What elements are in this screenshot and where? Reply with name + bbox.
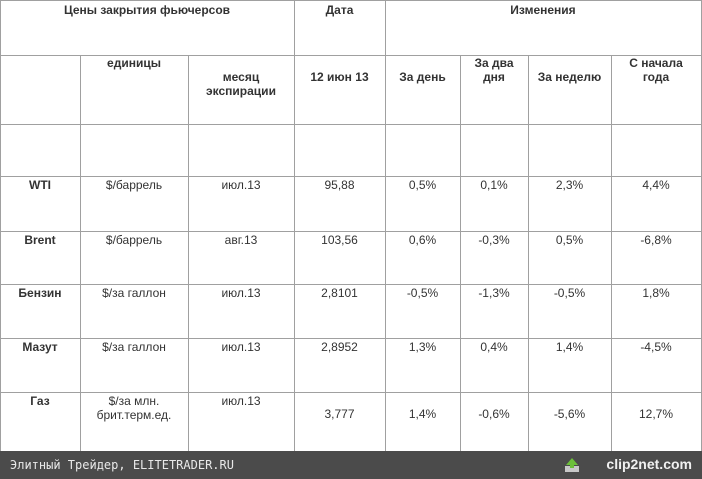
v-line — [294, 0, 295, 451]
h-line — [0, 55, 702, 56]
table-cell: июл.13 — [221, 394, 261, 408]
h-line — [0, 0, 702, 1]
table-cell: 12,7% — [638, 407, 674, 421]
h-line — [0, 338, 702, 339]
table-cell: -1,3% — [478, 286, 510, 300]
table-cell: 1,4% — [555, 340, 584, 354]
table-cell: июл.13 — [221, 340, 261, 354]
table-cell: $/баррель — [105, 178, 163, 192]
v-line — [460, 55, 461, 451]
h-line — [0, 231, 702, 232]
table-cell: 0,5% — [408, 178, 437, 192]
row-label: Газ — [30, 394, 50, 408]
table-cell: 95,88 — [324, 178, 355, 192]
table-cell: -0,5% — [553, 286, 586, 300]
logo-icon — [565, 458, 579, 472]
table-cell: 103,56 — [321, 233, 358, 247]
table-cell: -0,6% — [478, 407, 510, 421]
h-line — [0, 124, 702, 125]
v-line — [528, 55, 529, 451]
h-line — [0, 392, 702, 393]
row-label: Мазут — [22, 340, 58, 354]
table-cell: 1,8% — [642, 286, 670, 300]
header-cell: Дата — [325, 3, 354, 17]
header-cell: месяц экспирации — [206, 70, 276, 98]
table-cell: авг.13 — [224, 233, 258, 247]
table-cell: 1,4% — [408, 407, 437, 421]
header-cell: 12 июн 13 — [310, 70, 369, 84]
table-cell: -4,5% — [640, 340, 672, 354]
table-cell: 0,5% — [555, 233, 584, 247]
v-line — [385, 0, 386, 451]
table-cell: 2,8952 — [321, 340, 358, 354]
table-cell: $/за галлон — [102, 340, 166, 354]
table-cell: -0,5% — [406, 286, 439, 300]
table-cell: $/баррель — [105, 233, 163, 247]
v-line — [188, 55, 189, 451]
table-cell: 3,777 — [324, 407, 355, 421]
table-cell: 0,1% — [480, 178, 508, 192]
row-label: Бензин — [18, 286, 62, 300]
table-cell: 0,6% — [408, 233, 437, 247]
header-cell: За два дня — [474, 56, 514, 84]
table-cell: 0,4% — [480, 340, 508, 354]
v-line — [80, 55, 81, 451]
header-cell: единицы — [107, 56, 161, 70]
v-line — [0, 0, 1, 451]
logo: clip2net.com — [606, 456, 692, 472]
table-cell: $/за млн. брит.терм.ед. — [96, 394, 172, 422]
footer-text: Элитный Трейдер, ELITETRADER.RU — [10, 458, 234, 472]
header-cell: С начала года — [629, 56, 683, 84]
row-label: Brent — [24, 233, 56, 247]
footer: Элитный Трейдер, ELITETRADER.RU clip2net… — [0, 451, 702, 479]
table-cell: 2,3% — [555, 178, 584, 192]
h-line — [0, 284, 702, 285]
header-cell: Изменения — [510, 3, 576, 17]
table-cell: -5,6% — [553, 407, 586, 421]
header-cell: За неделю — [537, 70, 602, 84]
table-cell: июл.13 — [221, 286, 261, 300]
h-line — [0, 176, 702, 177]
table-cell: -0,3% — [478, 233, 510, 247]
table-cell: -6,8% — [640, 233, 672, 247]
header-cell: За день — [399, 70, 446, 84]
table-cell: 2,8101 — [321, 286, 358, 300]
table-cell: июл.13 — [221, 178, 261, 192]
v-line — [611, 55, 612, 451]
row-label: WTI — [29, 178, 51, 192]
table-cell: 1,3% — [408, 340, 437, 354]
table-cell: $/за галлон — [102, 286, 166, 300]
table-cell: 4,4% — [642, 178, 670, 192]
header-cell: Цены закрытия фьючерсов — [63, 3, 231, 17]
